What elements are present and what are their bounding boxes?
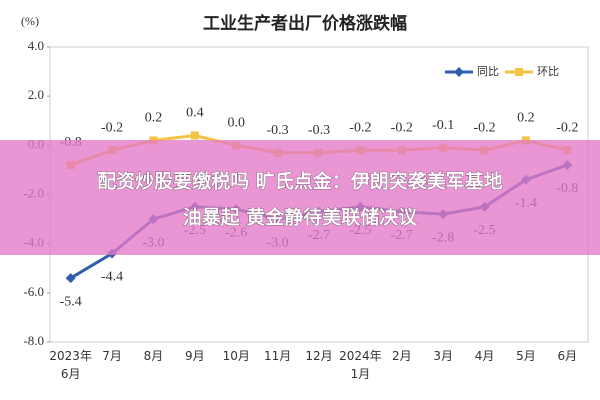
y-tick-label: -8.0: [23, 333, 44, 348]
legend-label: 环比: [537, 65, 559, 78]
data-label: -0.2: [556, 120, 578, 135]
y-unit: (%): [21, 14, 39, 28]
data-label: 0.2: [145, 111, 163, 126]
x-tick-label: 5月: [516, 349, 536, 363]
data-label: -0.3: [308, 123, 330, 138]
overlay-text: 配资炒股要缴税吗 旷氏点金：伊朗突袭美军基地: [97, 170, 503, 193]
x-tick-label: 10月: [223, 349, 250, 363]
data-label: -0.3: [267, 123, 289, 138]
x-tick-label: 3月: [433, 349, 453, 363]
x-tick-label: 11月: [264, 349, 291, 363]
data-label: -0.1: [432, 118, 454, 133]
data-label: -5.4: [60, 294, 82, 309]
x-tick-label: 2月: [392, 349, 412, 363]
overlay-banner: [0, 140, 600, 255]
x-tick-label: 4月: [475, 349, 495, 363]
x-tick-label: 9月: [185, 349, 205, 363]
point: [190, 131, 199, 140]
data-label: 0.0: [227, 116, 245, 131]
x-tick-label: 7月: [102, 349, 122, 363]
x-tick-label: 2024年 1月: [339, 349, 382, 381]
x-tick-label: 12月: [305, 349, 332, 363]
data-label: 0.4: [186, 106, 204, 121]
point: [65, 273, 76, 284]
chart-title: 工业生产者出厂价格涨跌幅: [203, 13, 407, 34]
data-label: -0.2: [473, 120, 495, 135]
data-label: -0.2: [349, 120, 371, 135]
data-label: -4.4: [101, 270, 123, 285]
x-tick-label: 2023年 6月: [49, 349, 92, 381]
x-tick-label: 6月: [557, 349, 577, 363]
data-label: -0.2: [101, 120, 123, 135]
x-tick-label: 8月: [144, 349, 164, 363]
legend-label: 同比: [477, 65, 499, 78]
y-tick-label: -6.0: [23, 284, 44, 299]
y-tick-label: 2.0: [28, 87, 44, 102]
y-tick-label: 4.0: [28, 38, 44, 53]
overlay-text: 油暴起 黄金静待美联储决议: [183, 206, 419, 229]
data-label: 0.2: [517, 111, 535, 126]
data-label: -0.2: [391, 120, 413, 135]
